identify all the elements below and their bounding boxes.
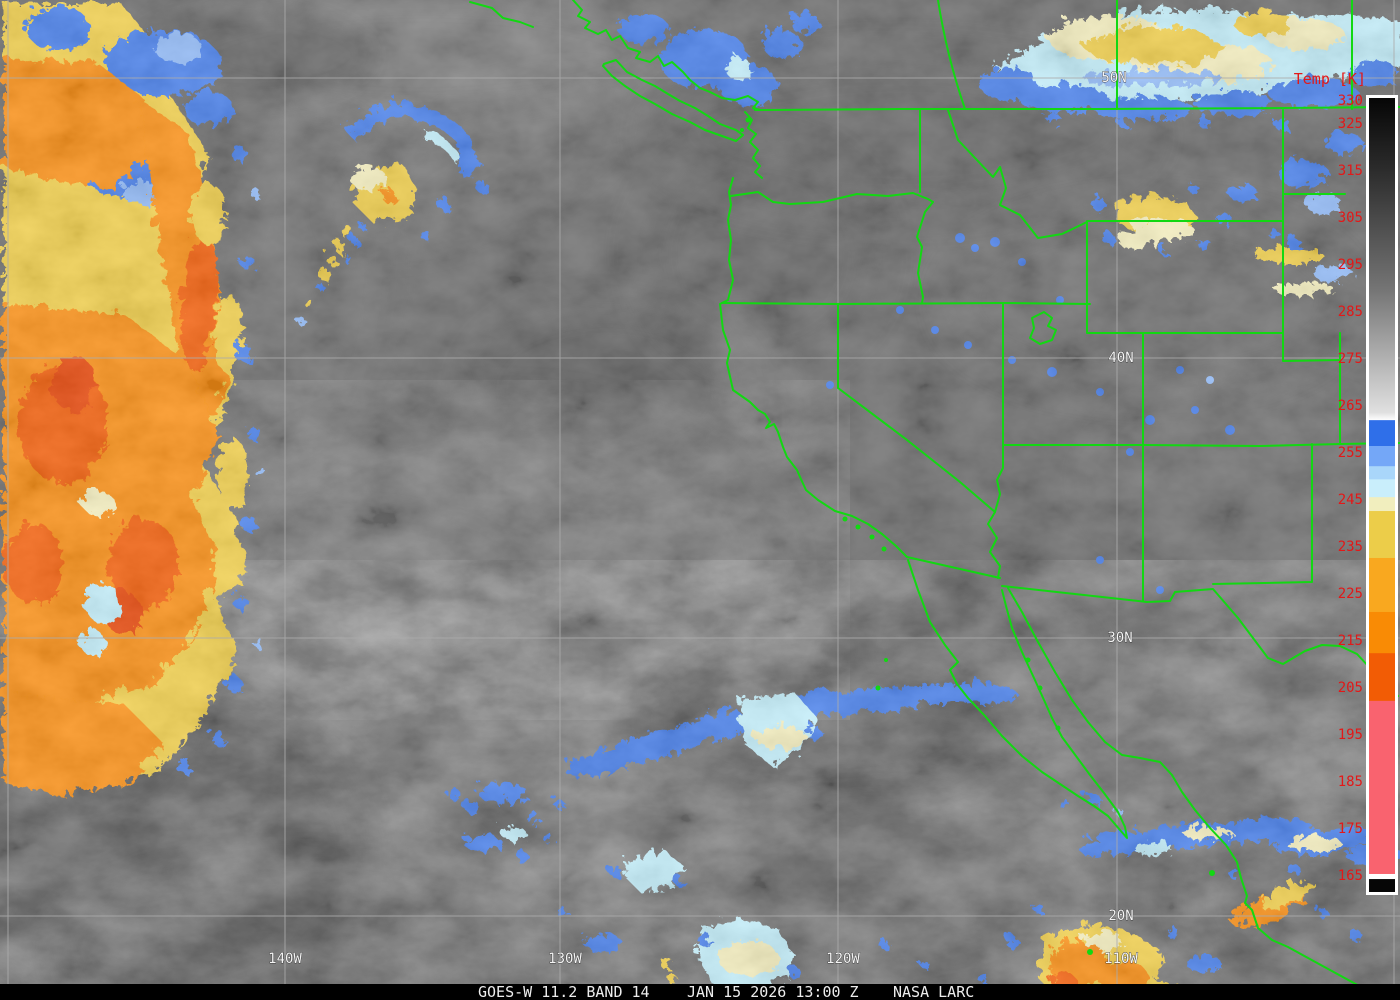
longitude-label-140w: 140W	[268, 951, 302, 967]
nebraska-west-border	[1282, 332, 1341, 362]
42n-state-border	[721, 302, 1091, 305]
latitude-label-50n: 50N	[1101, 70, 1126, 86]
latitude-label-30n: 30N	[1107, 630, 1132, 646]
colorbar-tick: 255	[1338, 445, 1363, 461]
colorbar-tick: 215	[1338, 633, 1363, 649]
graticule-labels: 50N 40N 30N 20N 140W 130W 120W 110W	[268, 70, 1139, 968]
colorbar-tick: 325	[1338, 116, 1363, 132]
colorbar-gradient	[1369, 98, 1395, 892]
pacific-coastline	[719, 177, 908, 558]
caption-bar-background	[0, 984, 1400, 1000]
colorbar-tick: 295	[1338, 257, 1363, 273]
idaho-montana-border	[947, 109, 1088, 239]
great-salt-lake-outline	[1029, 311, 1057, 345]
colorbar-tick: 275	[1338, 351, 1363, 367]
colorbar-tick: 165	[1338, 868, 1363, 884]
nevada-arizona-border	[994, 444, 1004, 513]
37n-state-border	[1002, 442, 1400, 447]
map-boundaries	[469, 0, 1400, 1000]
caption-credit: NASA LARC	[893, 983, 974, 1000]
latitude-label-40n: 40N	[1108, 350, 1133, 366]
bc-mainland-coast	[572, 0, 761, 111]
canada-us-border	[754, 106, 1400, 111]
california-nevada-border	[837, 303, 1001, 579]
colorbar-tick: 185	[1338, 774, 1363, 790]
colorbar-tick-labels: 330 325 315 305 295 285 275 265 255 245 …	[1338, 93, 1363, 884]
longitude-label-110w: 110W	[1104, 951, 1138, 967]
vancouver-island-coast	[602, 59, 744, 142]
caption-datetime: JAN 15 2026 13:00 Z	[687, 983, 859, 1000]
colorbar-tick: 175	[1338, 821, 1363, 837]
baja-california-coast	[907, 559, 1128, 839]
bc-alberta-border	[937, 0, 966, 110]
mexico-mainland-coast	[1007, 587, 1386, 1000]
puget-sound-coast	[744, 111, 763, 179]
newmexico-texas-border	[1212, 443, 1313, 585]
colorbar-tick: 205	[1338, 680, 1363, 696]
temperature-colorbar: Temp [K] 330 325 315 305 295 285 275 265…	[1294, 70, 1398, 895]
oregon-idaho-border	[916, 201, 934, 304]
colorbar-tick: 225	[1338, 586, 1363, 602]
colorbar-tick: 195	[1338, 727, 1363, 743]
haida-gwaii-coast	[469, 1, 534, 28]
colorbar-tick: 265	[1338, 398, 1363, 414]
colorbar-tick: 245	[1338, 492, 1363, 508]
washington-oregon-border	[730, 191, 934, 205]
colorbar-tick: 235	[1338, 539, 1363, 555]
latitude-label-20n: 20N	[1108, 908, 1133, 924]
offshore-islands	[740, 117, 1215, 955]
caption-instrument: GOES-W 11.2 BAND 14	[478, 983, 650, 1000]
us-mexico-border	[906, 556, 1399, 697]
colorbar-title: Temp [K]	[1294, 70, 1366, 88]
colorbar-tick: 285	[1338, 304, 1363, 320]
longitude-label-130w: 130W	[548, 951, 582, 967]
colorbar-tick: 315	[1338, 163, 1363, 179]
colorbar-tick: 305	[1338, 210, 1363, 226]
colorbar-tick: 330	[1338, 93, 1363, 109]
caption-bar: GOES-W 11.2 BAND 14 JAN 15 2026 13:00 Z …	[0, 983, 1400, 1000]
longitude-label-120w: 120W	[826, 951, 860, 967]
